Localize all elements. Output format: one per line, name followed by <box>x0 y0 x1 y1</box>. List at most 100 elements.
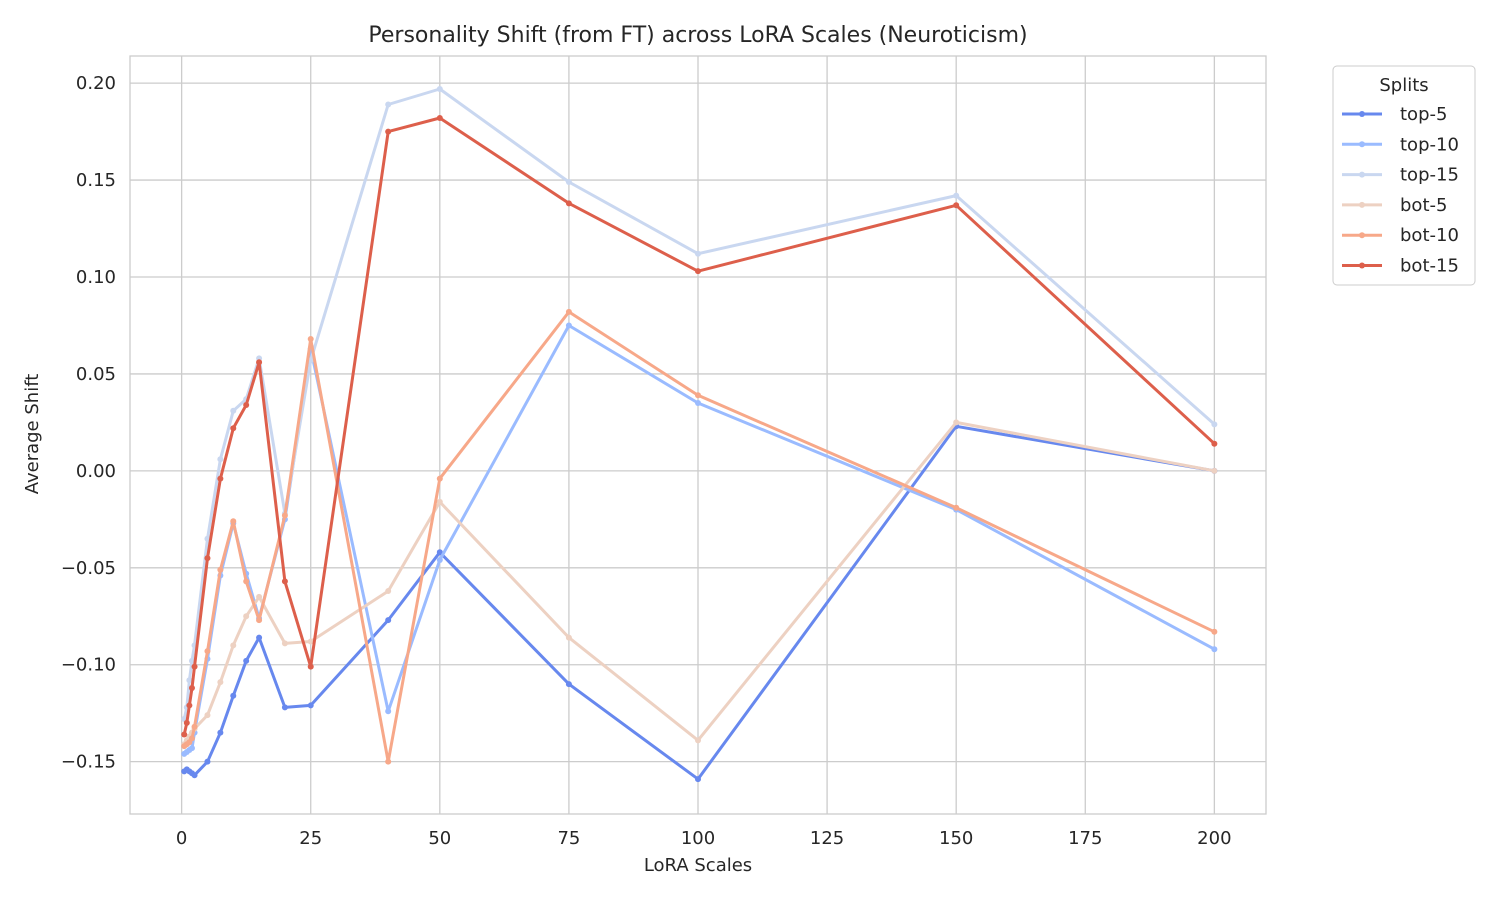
data-point <box>695 776 701 783</box>
x-tick-label: 150 <box>939 828 973 849</box>
legend-label: bot-15 <box>1400 256 1459 277</box>
data-point <box>204 712 211 719</box>
legend-box <box>1332 65 1476 286</box>
data-point <box>230 407 237 414</box>
data-point <box>307 336 314 343</box>
y-tick-label: 0.05 <box>76 364 116 385</box>
data-point <box>307 638 314 645</box>
chart-title: Personality Shift (from FT) across LoRA … <box>368 23 1027 48</box>
legend-item-top-5: top-5 <box>1342 104 1447 125</box>
data-point <box>436 115 443 122</box>
data-point <box>186 702 193 709</box>
data-point <box>243 401 250 408</box>
series-bot-15 <box>181 115 1218 738</box>
data-point <box>436 549 443 556</box>
data-point <box>953 504 960 511</box>
data-point <box>565 200 572 207</box>
legend-marker <box>1359 111 1365 117</box>
x-tick-label: 125 <box>810 828 844 849</box>
x-tick-label: 75 <box>557 828 580 849</box>
data-point <box>230 692 237 699</box>
data-point <box>204 648 211 655</box>
legend-label: top-10 <box>1400 134 1459 155</box>
data-point <box>186 677 193 684</box>
y-axis-label: Average Shift <box>22 374 43 495</box>
data-point <box>188 735 195 742</box>
x-tick-label: 50 <box>428 828 451 849</box>
plot-frame <box>129 55 1267 815</box>
legend-marker <box>1359 141 1365 148</box>
data-point <box>385 758 392 765</box>
legend: Splits top-5 top-10 top-15 bot-5 bot-10 bot-1… <box>1332 65 1476 286</box>
data-point <box>436 85 443 92</box>
data-point <box>1211 440 1218 447</box>
data-point <box>217 475 224 482</box>
data-point <box>204 758 211 765</box>
data-point <box>217 729 224 736</box>
data-point <box>436 498 443 505</box>
data-point <box>230 518 237 525</box>
data-point <box>695 250 701 257</box>
data-point <box>191 723 198 730</box>
data-point <box>256 617 263 624</box>
data-point <box>183 719 190 726</box>
data-point <box>436 557 443 564</box>
legend-marker <box>1359 262 1365 269</box>
grid <box>130 56 1266 814</box>
legend-title: Splits <box>1379 75 1428 96</box>
data-point <box>565 322 572 329</box>
y-tick-label: −0.05 <box>61 558 116 579</box>
legend-label: bot-5 <box>1400 195 1447 216</box>
data-point <box>217 679 224 686</box>
data-point <box>188 657 195 664</box>
data-point <box>695 268 701 275</box>
tick-labels: 0 25 50 75 100 125 150 175 200 −0.15 −0.10 −0.05 0.0… <box>61 73 1232 849</box>
data-point <box>281 578 288 585</box>
data-point <box>385 617 392 624</box>
y-tick-label: 0.10 <box>76 267 116 288</box>
series-layer <box>181 85 1218 783</box>
data-point <box>243 578 250 585</box>
x-tick-label: 25 <box>299 828 322 849</box>
y-tick-label: −0.15 <box>61 752 116 773</box>
data-point <box>695 400 701 407</box>
data-point <box>181 731 188 738</box>
legend-item-top-15: top-15 <box>1342 165 1459 186</box>
legend-marker <box>1359 201 1365 208</box>
y-tick-label: 0.20 <box>76 73 116 94</box>
series-bot-10 <box>181 308 1218 765</box>
legend-label: top-5 <box>1400 104 1447 125</box>
x-tick-label: 175 <box>1068 828 1102 849</box>
data-point <box>256 359 263 366</box>
data-point <box>230 642 237 649</box>
data-point <box>281 512 288 519</box>
x-tick-label: 200 <box>1197 828 1231 849</box>
data-point <box>243 657 250 664</box>
data-point <box>256 593 263 600</box>
data-point <box>953 192 960 199</box>
data-point <box>281 640 288 647</box>
x-tick-label: 0 <box>176 828 187 849</box>
data-point <box>953 419 960 426</box>
legend-items: top-5 top-10 top-15 bot-5 bot-10 bot-15 <box>1342 104 1459 277</box>
legend-label: top-15 <box>1400 165 1459 186</box>
data-point <box>1211 467 1218 474</box>
data-point <box>191 772 198 779</box>
legend-item-bot-15: bot-15 <box>1342 256 1459 277</box>
data-point <box>695 737 701 744</box>
data-point <box>230 425 237 432</box>
data-point <box>307 702 314 709</box>
legend-item-bot-5: bot-5 <box>1342 195 1447 216</box>
y-tick-label: 0.00 <box>76 461 116 482</box>
y-tick-label: 0.15 <box>76 170 116 191</box>
data-point <box>217 566 224 573</box>
data-point <box>565 634 572 641</box>
data-point <box>281 704 288 711</box>
data-point <box>1211 421 1218 428</box>
legend-marker <box>1359 171 1365 178</box>
data-point <box>243 613 250 620</box>
data-point <box>565 179 572 186</box>
data-point <box>256 634 263 641</box>
data-point <box>385 101 392 108</box>
